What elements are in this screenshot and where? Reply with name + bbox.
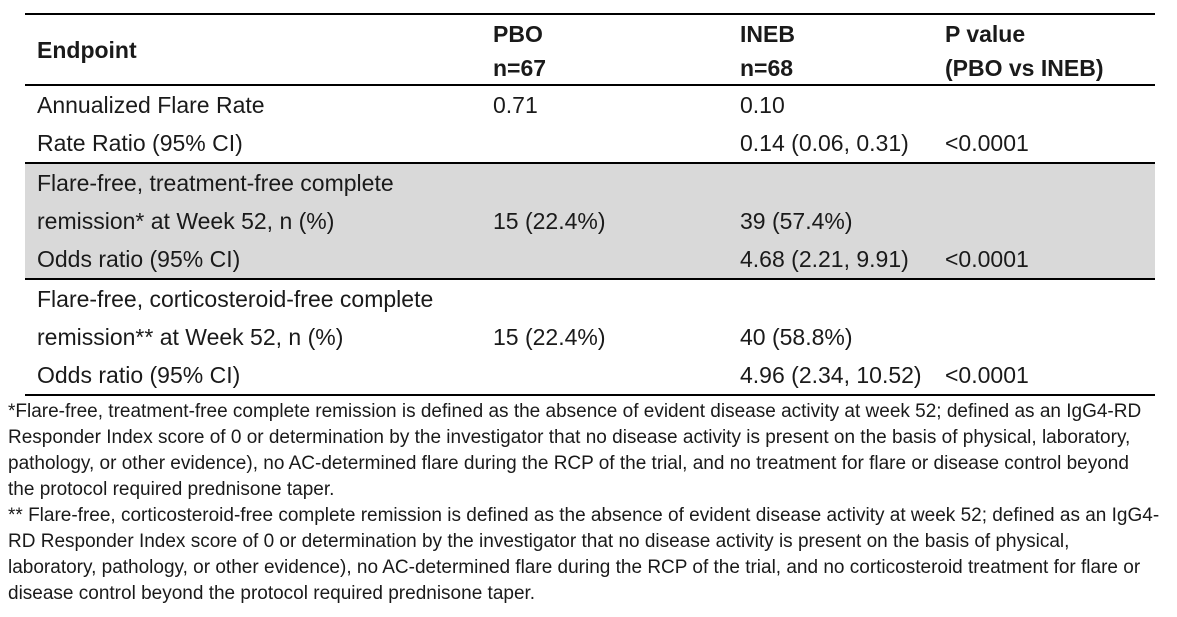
table-row: Odds ratio (95% CI) 4.96 (2.34, 10.52) <… bbox=[25, 356, 1155, 394]
footnotes: *Flare-free, treatment-free complete rem… bbox=[8, 399, 1160, 607]
corticosteroid-free-remission-group: Flare-free, corticosteroid-free complete… bbox=[25, 280, 1155, 396]
pvalue-cell: <0.0001 bbox=[945, 130, 1029, 156]
endpoint-cell: Rate Ratio (95% CI) bbox=[37, 130, 243, 156]
pvalue-cell bbox=[945, 280, 1155, 318]
endpoint-cell: Odds ratio (95% CI) bbox=[37, 362, 241, 388]
table-row: Annualized Flare Rate 0.71 0.10 bbox=[25, 86, 1155, 124]
footnote-corticosteroid-free-definition: ** Flare-free, corticosteroid-free compl… bbox=[8, 505, 1160, 604]
table-row: Flare-free, treatment-free complete bbox=[25, 164, 1155, 202]
table-row: remission* at Week 52, n (%) 15 (22.4%) … bbox=[25, 202, 1155, 240]
ineb-cell bbox=[740, 164, 945, 202]
pbo-cell: 15 (22.4%) bbox=[493, 324, 606, 350]
pbo-cell bbox=[493, 124, 740, 162]
header-endpoint: Endpoint bbox=[37, 36, 137, 63]
ineb-cell: 4.68 (2.21, 9.91) bbox=[740, 246, 909, 272]
ineb-cell: 39 (57.4%) bbox=[740, 208, 853, 234]
table-row: Flare-free, corticosteroid-free complete bbox=[25, 280, 1155, 318]
pvalue-cell: <0.0001 bbox=[945, 246, 1029, 272]
header-ineb: INEB n=68 bbox=[740, 15, 945, 85]
pbo-cell: 15 (22.4%) bbox=[493, 208, 606, 234]
table-row: Odds ratio (95% CI) 4.68 (2.21, 9.91) <0… bbox=[25, 240, 1155, 278]
header-ineb-label: INEB bbox=[740, 21, 795, 47]
endpoint-cell: Flare-free, corticosteroid-free complete bbox=[37, 286, 434, 312]
table-row: remission** at Week 52, n (%) 15 (22.4%)… bbox=[25, 318, 1155, 356]
footnote-treatment-free-definition: *Flare-free, treatment-free complete rem… bbox=[8, 401, 1142, 500]
header-pvalue-label: P value bbox=[945, 21, 1026, 47]
pvalue-cell: <0.0001 bbox=[945, 362, 1029, 388]
ineb-cell: 0.10 bbox=[740, 92, 785, 118]
header-pbo-label: PBO bbox=[493, 21, 543, 47]
ineb-cell bbox=[740, 280, 945, 318]
pbo-cell bbox=[493, 280, 740, 318]
treatment-free-remission-group: Flare-free, treatment-free complete remi… bbox=[25, 162, 1155, 280]
header-pbo-n: n=67 bbox=[493, 55, 547, 81]
ineb-cell: 4.96 (2.34, 10.52) bbox=[740, 362, 922, 388]
pbo-cell: 0.71 bbox=[493, 92, 538, 118]
table-header-row: Endpoint PBO n=67 INEB n=68 P value (PBO… bbox=[25, 15, 1155, 86]
endpoint-cell: Annualized Flare Rate bbox=[37, 92, 265, 118]
ineb-cell: 40 (58.8%) bbox=[740, 324, 853, 350]
header-pvalue-comparison: (PBO vs INEB) bbox=[945, 55, 1104, 81]
endpoint-cell: Flare-free, treatment-free complete bbox=[37, 170, 394, 196]
flare-rate-group: Annualized Flare Rate 0.71 0.10 Rate Rat… bbox=[25, 86, 1155, 162]
table-row: Rate Ratio (95% CI) 0.14 (0.06, 0.31) <0… bbox=[25, 124, 1155, 162]
pbo-cell bbox=[493, 356, 740, 394]
endpoint-cell: Odds ratio (95% CI) bbox=[37, 246, 241, 272]
pvalue-cell bbox=[945, 164, 1155, 202]
endpoint-cell: remission** at Week 52, n (%) bbox=[37, 324, 344, 350]
pvalue-cell bbox=[945, 318, 1155, 356]
endpoint-cell: remission* at Week 52, n (%) bbox=[37, 208, 335, 234]
pbo-cell bbox=[493, 164, 740, 202]
header-pvalue: P value (PBO vs INEB) bbox=[945, 15, 1155, 85]
results-table: Endpoint PBO n=67 INEB n=68 P value (PBO… bbox=[25, 13, 1155, 396]
pvalue-cell bbox=[945, 202, 1155, 240]
pbo-cell bbox=[493, 240, 740, 278]
header-ineb-n: n=68 bbox=[740, 55, 794, 81]
ineb-cell: 0.14 (0.06, 0.31) bbox=[740, 130, 909, 156]
header-pbo: PBO n=67 bbox=[493, 15, 740, 85]
pvalue-cell bbox=[945, 86, 1155, 124]
